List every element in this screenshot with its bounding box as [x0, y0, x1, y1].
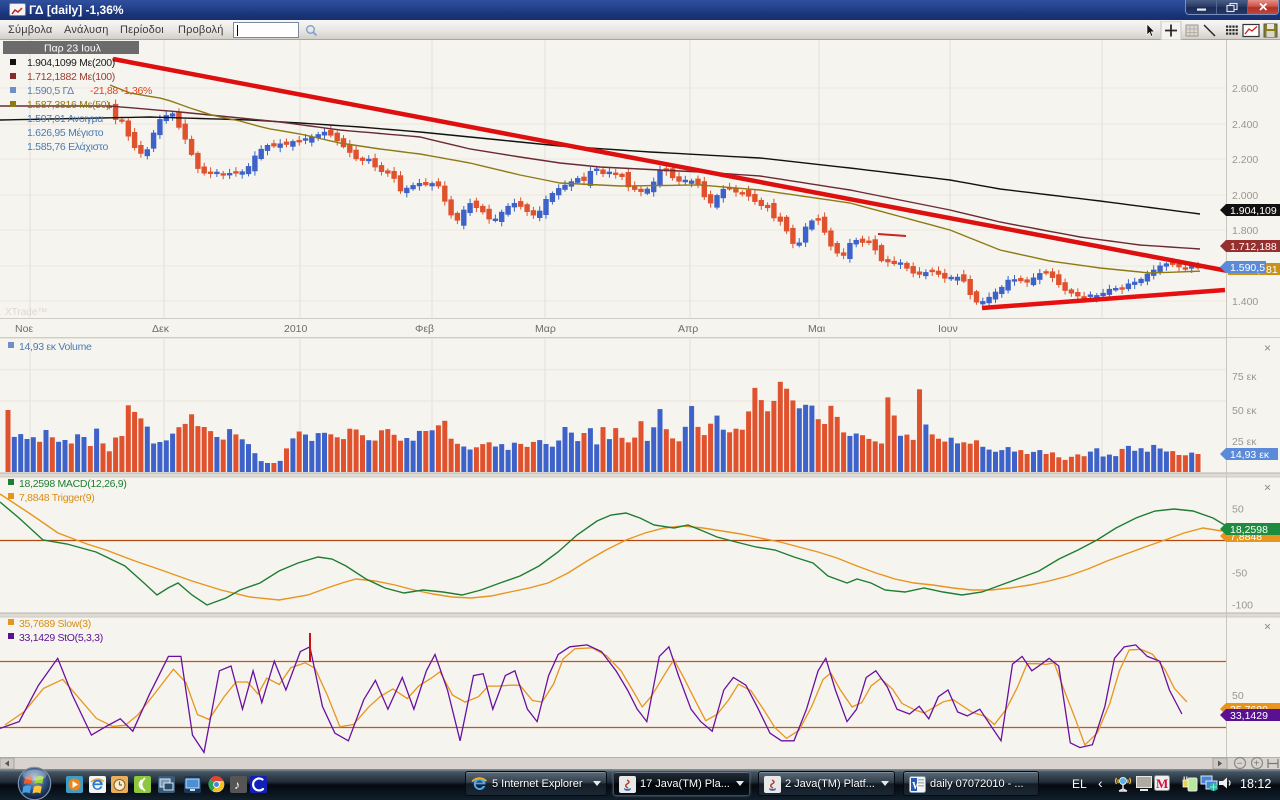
svg-text:Μαρ: Μαρ — [535, 323, 556, 335]
svg-text:14,93 εκ: 14,93 εκ — [1230, 449, 1270, 461]
svg-text:−: − — [1237, 759, 1243, 769]
svg-text:W: W — [912, 781, 922, 792]
svg-text:1.590,5 ΓΔ: 1.590,5 ΓΔ — [27, 85, 74, 97]
svg-text:1.712,188: 1.712,188 — [1230, 241, 1277, 253]
svg-text:Νοε: Νοε — [15, 323, 33, 335]
svg-text:1.904,109: 1.904,109 — [1230, 205, 1277, 217]
svg-text:Μαι: Μαι — [808, 323, 826, 335]
svg-text:1.590,5: 1.590,5 — [1230, 262, 1265, 274]
svg-text:-50: -50 — [1232, 568, 1247, 580]
svg-text:Παρ 23 Ιουλ: Παρ 23 Ιουλ — [44, 43, 102, 55]
svg-text:XTrade™: XTrade™ — [5, 307, 47, 318]
svg-text:14,93 εκ Volume: 14,93 εκ Volume — [19, 341, 92, 353]
svg-text:-21,88 -1,36%: -21,88 -1,36% — [90, 85, 152, 97]
svg-text:2.200: 2.200 — [1232, 154, 1258, 166]
svg-text:×: × — [1264, 341, 1271, 355]
svg-text:1.626,95 Μέγιστο: 1.626,95 Μέγιστο — [27, 127, 104, 139]
svg-text:25 εκ: 25 εκ — [1232, 436, 1257, 448]
svg-text:50: 50 — [1232, 690, 1244, 702]
svg-text:-100: -100 — [1232, 600, 1253, 612]
svg-text:+: + — [1254, 759, 1260, 769]
svg-text:1.800: 1.800 — [1232, 225, 1258, 237]
svg-text:2010: 2010 — [284, 323, 308, 335]
svg-text:33,1429 StO(5,3,3): 33,1429 StO(5,3,3) — [19, 632, 103, 644]
svg-text:2.400: 2.400 — [1232, 119, 1258, 131]
svg-text:1.597,01 Ανοιγμα: 1.597,01 Ανοιγμα — [27, 113, 103, 125]
svg-text:50 εκ: 50 εκ — [1232, 405, 1257, 417]
svg-text:Δεκ: Δεκ — [152, 323, 170, 335]
svg-text:1.904,1099 Με(200): 1.904,1099 Με(200) — [27, 57, 115, 69]
svg-text:1.400: 1.400 — [1232, 296, 1258, 308]
svg-text:Φεβ: Φεβ — [415, 323, 434, 335]
svg-text:1.585,76 Ελάχιστο: 1.585,76 Ελάχιστο — [27, 141, 108, 153]
svg-text:♪: ♪ — [234, 778, 240, 792]
svg-text:75 εκ: 75 εκ — [1232, 371, 1257, 383]
svg-text:×: × — [1264, 620, 1271, 634]
svg-text:2.600: 2.600 — [1232, 83, 1258, 95]
svg-text:18,2598 MACD(12,26,9): 18,2598 MACD(12,26,9) — [19, 478, 127, 490]
svg-text:Απρ: Απρ — [678, 323, 698, 335]
svg-text:50: 50 — [1232, 503, 1244, 515]
svg-text:1.712,1882 Με(100): 1.712,1882 Με(100) — [27, 71, 115, 83]
svg-text:Ιουν: Ιουν — [938, 323, 958, 335]
svg-text:18,2598: 18,2598 — [1230, 524, 1268, 536]
svg-text:2.000: 2.000 — [1232, 190, 1258, 202]
svg-text:7,8848 Trigger(9): 7,8848 Trigger(9) — [19, 492, 94, 504]
svg-text:×: × — [1264, 481, 1271, 495]
svg-text:33,1429: 33,1429 — [1230, 710, 1268, 722]
svg-text:M: M — [1156, 776, 1168, 791]
svg-text:1.587,3816 Με(50): 1.587,3816 Με(50) — [27, 99, 109, 111]
svg-text:35,7689 Slow(3): 35,7689 Slow(3) — [19, 618, 91, 630]
